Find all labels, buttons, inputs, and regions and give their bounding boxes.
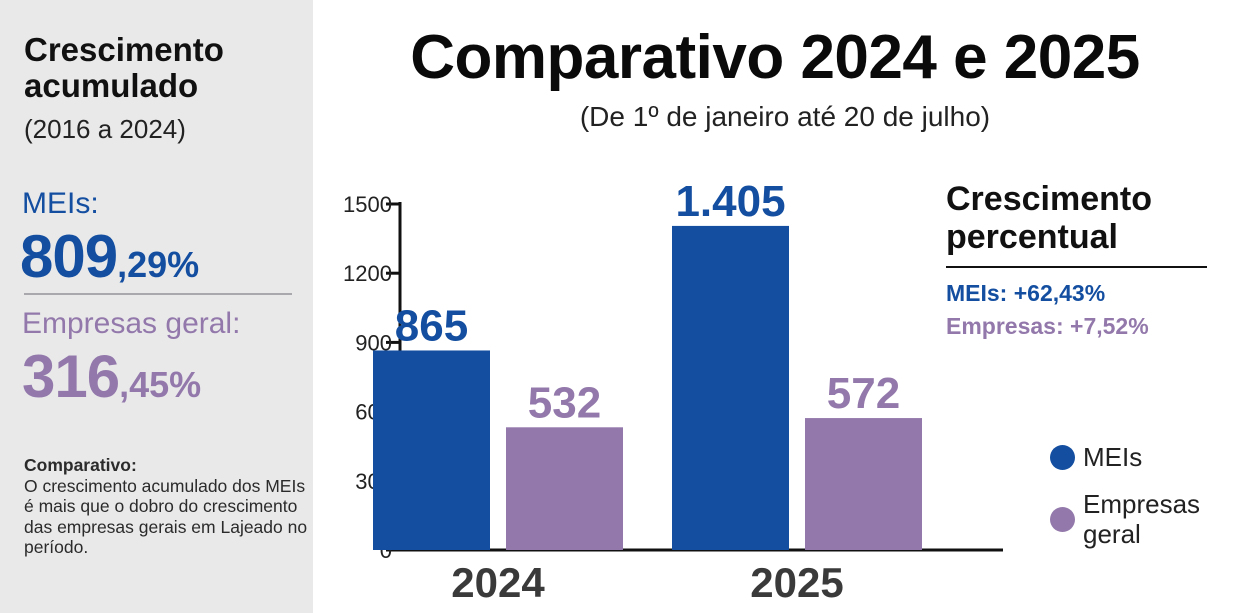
empresas-growth-value: 316,45% xyxy=(22,342,201,411)
mei-growth-value-dec: ,29% xyxy=(117,244,200,285)
growth-divider xyxy=(946,266,1207,268)
empresas-growth-value-int: 316 xyxy=(22,343,120,410)
summary-divider xyxy=(24,293,292,295)
legend-item-meis: MEIs xyxy=(1050,442,1142,472)
empresas-growth-label: Empresas geral: xyxy=(22,307,241,340)
bar-empresas-2024 xyxy=(506,427,623,550)
growth-title: Crescimento percentual xyxy=(946,180,1152,256)
y-tick-label: 1500 xyxy=(343,192,392,217)
data-label-empresas-2024: 532 xyxy=(528,378,601,427)
data-label-empresas-2025: 572 xyxy=(827,369,900,418)
data-label-meis-2025: 1.405 xyxy=(675,177,785,226)
data-label-meis-2024: 865 xyxy=(395,301,468,350)
mei-growth-value-int: 809 xyxy=(20,223,118,290)
x-category-label-2025: 2025 xyxy=(750,559,843,606)
legend-label-empresas: Empresas geral xyxy=(1083,489,1201,549)
bar-meis-2024 xyxy=(373,350,490,550)
mei-growth-label: MEIs: xyxy=(22,187,99,220)
bar-meis-2025 xyxy=(672,225,789,550)
comparison-note-text: O crescimento acumulado dos MEIs é mais … xyxy=(24,475,308,558)
y-tick-label: 1200 xyxy=(343,261,392,286)
legend-swatch-empresas xyxy=(1050,506,1075,532)
bar-empresas-2025 xyxy=(805,418,922,550)
mei-growth-value: 809,29% xyxy=(20,222,199,291)
summary-panel: Crescimento acumulado (2016 a 2024) MEIs… xyxy=(0,0,313,613)
main-title: Comparativo 2024 e 2025 xyxy=(410,23,1140,92)
growth-empresas: Empresas: +7,52% xyxy=(946,313,1149,339)
legend-label-meis: MEIs xyxy=(1083,442,1143,472)
legend-item-empresas: Empresas geral xyxy=(1050,489,1233,549)
legend-swatch-meis xyxy=(1050,444,1075,470)
x-category-label-2024: 2024 xyxy=(451,559,545,606)
empresas-growth-value-dec: ,45% xyxy=(119,364,202,405)
comparison-note: Comparativo: O crescimento acumulado dos… xyxy=(24,455,309,558)
summary-period: (2016 a 2024) xyxy=(24,114,186,144)
growth-meis: MEIs: +62,43% xyxy=(946,280,1106,306)
comparison-note-title: Comparativo: xyxy=(24,455,137,475)
subtitle: (De 1º de janeiro até 20 de julho) xyxy=(579,101,991,132)
summary-title: Crescimento acumulado xyxy=(24,31,224,104)
